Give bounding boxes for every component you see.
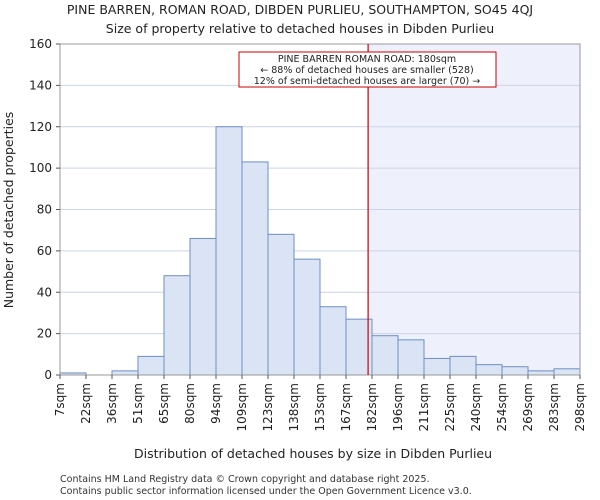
annotation-box: PINE BARREN ROMAN ROAD: 180sqm ← 88% of … [238,51,497,88]
bar [371,335,399,376]
bar [449,355,477,376]
x-tick-label: 283sqm [547,383,561,431]
bar [423,357,451,376]
footer-line-1: Contains HM Land Registry data © Crown c… [60,474,430,485]
x-tick-label: 65sqm [157,383,171,424]
x-tick-label: 269sqm [521,383,535,431]
x-tick-label: 109sqm [235,383,249,431]
x-tick-label: 123sqm [261,383,275,431]
annotation-line-1: PINE BARREN ROMAN ROAD: 180sqm [278,54,456,65]
bar [241,161,269,376]
x-axis-label: Distribution of detached houses by size … [134,446,492,461]
x-tick-label: 51sqm [131,383,145,424]
bar [475,364,503,376]
y-tick-label: 0 [44,368,52,382]
y-tick-label: 80 [37,203,52,217]
bar [293,258,321,376]
bar [163,275,191,376]
y-tick-label: 100 [29,161,52,175]
bar [527,370,555,376]
bar [319,306,347,376]
x-tick-label: 153sqm [313,383,327,431]
y-tick-label: 20 [37,327,52,341]
x-tick-label: 211sqm [417,383,431,431]
bar [137,355,165,376]
bar [111,370,139,376]
x-tick-label: 240sqm [469,383,483,431]
x-tick-label: 182sqm [365,383,379,431]
annotation-line-2: ← 88% of detached houses are smaller (52… [260,65,473,76]
y-tick-label: 60 [37,244,52,258]
x-tick-label: 36sqm [105,383,119,424]
y-tick-label: 160 [29,37,52,51]
bars [59,126,581,376]
x-tick-label: 196sqm [391,383,405,431]
bar [397,339,425,376]
bar [215,126,243,376]
plot-area: 0 20 40 60 80 100 120 140 160 7sqm 22sqm 36sqm 51sq… [29,37,587,431]
x-tick-label: 225sqm [443,383,457,431]
chart-title: PINE BARREN, ROMAN ROAD, DIBDEN PURLIEU,… [67,2,533,17]
x-tick-label: 7sqm [53,383,67,416]
chart-subtitle: Size of property relative to detached ho… [106,21,494,36]
y-axis-label: Number of detached properties [1,112,16,309]
y-tick-label: 40 [37,285,52,299]
bar [189,237,217,376]
x-tick-label: 167sqm [339,383,353,431]
x-tick-label: 298sqm [573,383,587,431]
bar [501,366,529,376]
y-axis-ticks: 0 20 40 60 80 100 120 140 160 [29,37,60,382]
annotation-frame [238,51,497,88]
bar [267,233,295,376]
y-tick-label: 140 [29,78,52,92]
x-tick-label: 138sqm [287,383,301,431]
footer-line-2: Contains public sector information licen… [60,486,472,497]
annotation-line-3: 12% of semi-detached houses are larger (… [254,76,481,87]
x-tick-label: 22sqm [79,383,93,424]
x-tick-label: 80sqm [183,383,197,424]
x-axis-ticks: 7sqm 22sqm 36sqm 51sqm 65sqm 80sqm 94sqm 109sqm… [53,375,587,431]
x-tick-label: 254sqm [495,383,509,431]
x-tick-label: 94sqm [209,383,223,424]
y-tick-label: 120 [29,120,52,134]
bar [553,368,581,376]
